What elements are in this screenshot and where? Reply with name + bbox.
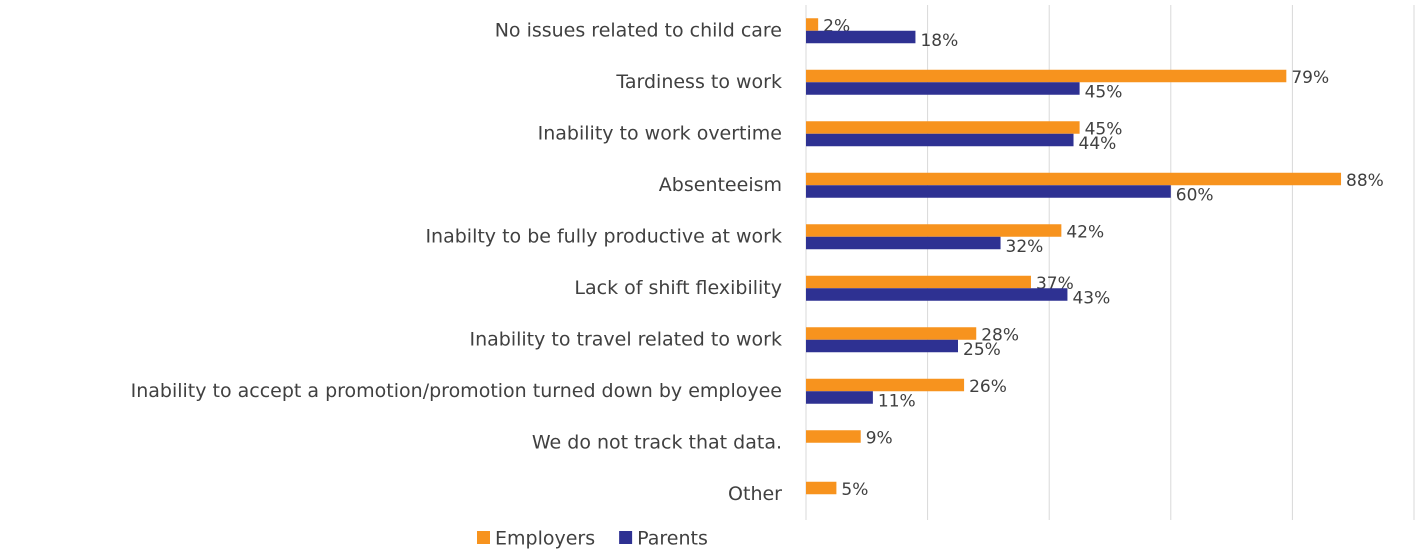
legend-swatch bbox=[477, 531, 490, 544]
bar bbox=[806, 82, 1080, 95]
y-tick-label: Other bbox=[728, 483, 782, 505]
data-label: 42% bbox=[1066, 223, 1104, 243]
data-label: 43% bbox=[1072, 289, 1110, 309]
data-label: 9% bbox=[866, 429, 893, 449]
bar bbox=[806, 481, 837, 495]
y-tick-label: Lack of shift flexibility bbox=[574, 277, 782, 299]
data-label: 11% bbox=[878, 392, 916, 412]
bar bbox=[806, 185, 1171, 198]
y-tick-label: Tardiness to work bbox=[615, 71, 782, 93]
bar bbox=[806, 327, 977, 340]
data-label: 44% bbox=[1079, 134, 1117, 154]
data-label: 60% bbox=[1176, 186, 1214, 206]
y-tick-label: We do not track that data. bbox=[532, 431, 782, 453]
bar bbox=[806, 133, 1074, 147]
data-label: 26% bbox=[969, 377, 1007, 397]
bar bbox=[806, 430, 861, 443]
data-label: 45% bbox=[1085, 120, 1123, 140]
bar bbox=[806, 275, 1031, 289]
y-tick-label: Inability to travel related to work bbox=[469, 328, 782, 350]
bar bbox=[806, 69, 1287, 83]
bar bbox=[806, 288, 1068, 301]
bar bbox=[806, 378, 965, 392]
bar bbox=[806, 224, 1062, 237]
y-tick-label: Inability to accept a promotion/promotio… bbox=[131, 380, 782, 402]
data-label: 28% bbox=[981, 326, 1019, 346]
data-label: 88% bbox=[1346, 171, 1384, 191]
data-label: 79% bbox=[1291, 68, 1329, 88]
bar bbox=[806, 172, 1342, 186]
bar bbox=[806, 236, 1001, 250]
y-tick-label: Absenteeism bbox=[659, 174, 782, 196]
data-label: 18% bbox=[920, 31, 958, 51]
legend-label: Parents bbox=[637, 528, 708, 550]
data-label: 45% bbox=[1085, 83, 1123, 103]
data-label: 25% bbox=[963, 340, 1001, 360]
legend-label: Employers bbox=[495, 528, 595, 550]
data-label: 5% bbox=[841, 480, 868, 500]
y-tick-label: Inability to work overtime bbox=[538, 122, 782, 144]
y-tick-label: No issues related to child care bbox=[495, 19, 782, 41]
y-tick-label: Inabilty to be fully productive at work bbox=[425, 225, 782, 247]
legend-swatch bbox=[619, 531, 633, 544]
bar bbox=[806, 339, 958, 353]
bar bbox=[806, 121, 1080, 134]
bar bbox=[806, 391, 873, 404]
bar bbox=[806, 30, 916, 44]
bar bbox=[806, 18, 819, 31]
data-label: 32% bbox=[1006, 237, 1044, 257]
